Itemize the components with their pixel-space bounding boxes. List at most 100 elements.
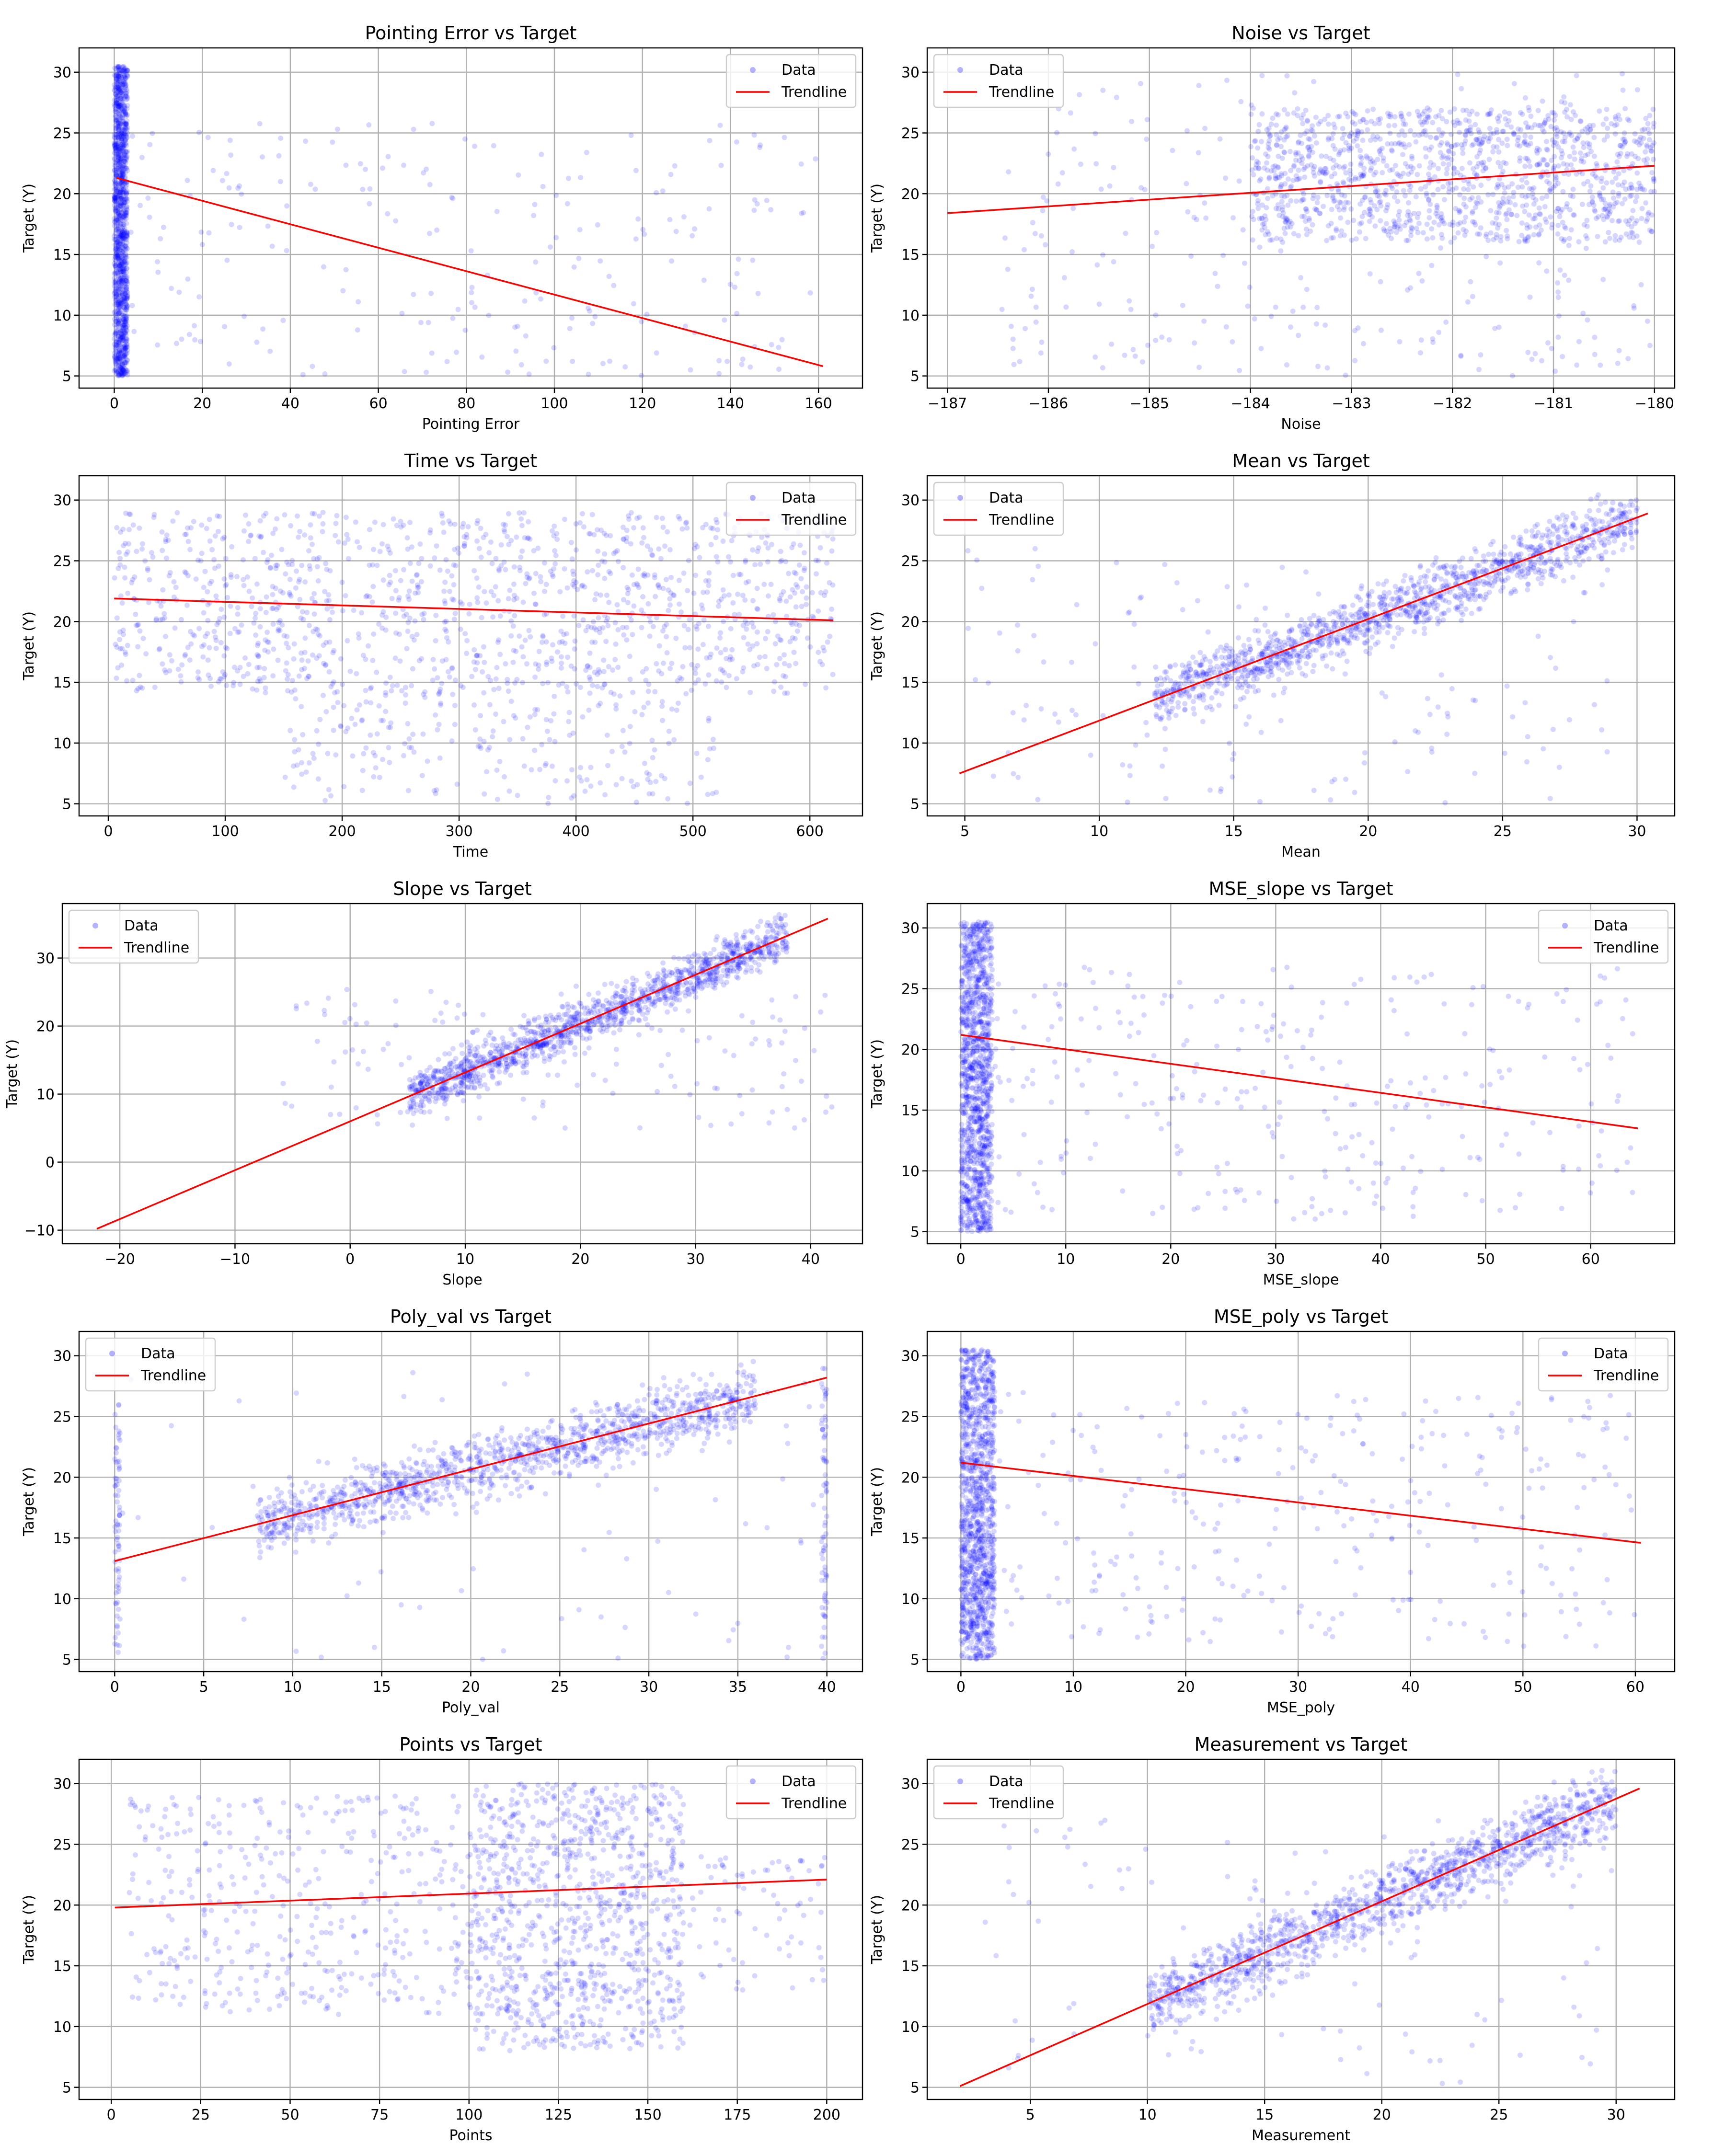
data-point xyxy=(115,274,121,279)
data-point xyxy=(120,287,126,293)
data-point xyxy=(359,788,365,793)
data-point xyxy=(1526,104,1531,110)
data-point xyxy=(693,573,698,578)
data-point xyxy=(724,358,730,364)
data-point xyxy=(255,678,261,684)
data-point xyxy=(1279,207,1285,213)
data-point xyxy=(777,596,782,602)
data-point xyxy=(257,624,263,630)
data-point xyxy=(633,799,639,805)
data-point xyxy=(1138,81,1143,86)
data-point xyxy=(162,667,168,673)
data-point xyxy=(497,613,503,619)
data-point xyxy=(125,372,130,378)
data-point xyxy=(611,691,617,697)
data-point xyxy=(1314,305,1320,310)
y-tick-label: 25 xyxy=(901,553,920,570)
data-point xyxy=(718,650,724,655)
data-point xyxy=(642,760,647,766)
data-point xyxy=(265,557,271,562)
data-point xyxy=(123,184,129,190)
data-point xyxy=(613,706,619,712)
data-point xyxy=(123,247,129,252)
data-point xyxy=(436,690,442,696)
data-point xyxy=(1555,223,1561,228)
data-point xyxy=(118,297,124,302)
data-point xyxy=(569,315,575,321)
data-point xyxy=(1536,260,1542,266)
data-point xyxy=(765,559,770,565)
data-point xyxy=(506,511,511,516)
data-point xyxy=(263,609,269,615)
y-axis-label: Target (Y) xyxy=(21,611,37,681)
data-point xyxy=(1282,171,1288,176)
data-point xyxy=(117,210,123,216)
data-point xyxy=(119,600,125,606)
data-point xyxy=(496,568,502,573)
data-point xyxy=(119,145,125,150)
data-point xyxy=(624,585,630,590)
data-point xyxy=(117,637,123,642)
data-point xyxy=(335,700,341,705)
data-point xyxy=(122,540,128,546)
data-point xyxy=(600,361,606,367)
data-point xyxy=(113,148,119,153)
data-point xyxy=(1330,193,1336,199)
data-point xyxy=(469,290,474,296)
data-point xyxy=(1468,279,1473,285)
data-point xyxy=(669,706,675,712)
data-point xyxy=(508,633,514,639)
data-point xyxy=(605,763,610,768)
data-point xyxy=(1230,215,1236,221)
data-point xyxy=(1397,339,1403,344)
data-point xyxy=(118,258,124,264)
data-point xyxy=(246,588,252,594)
data-point xyxy=(736,256,741,262)
data-point xyxy=(363,166,368,172)
data-point xyxy=(1132,353,1138,359)
data-point xyxy=(396,631,402,637)
data-point xyxy=(827,633,833,639)
data-point xyxy=(1647,137,1653,143)
data-point xyxy=(1504,217,1510,222)
data-point xyxy=(1353,236,1359,242)
data-point xyxy=(124,206,129,212)
data-point xyxy=(116,235,122,241)
data-point xyxy=(122,359,128,365)
data-point xyxy=(122,319,128,325)
data-point xyxy=(1249,167,1255,173)
x-tick-label: 600 xyxy=(796,823,824,840)
data-point xyxy=(322,798,328,803)
data-point xyxy=(1591,153,1597,159)
data-point xyxy=(1303,661,1309,666)
data-point xyxy=(120,323,126,329)
data-point xyxy=(1622,196,1628,202)
data-point xyxy=(1613,116,1619,122)
data-point xyxy=(297,596,303,602)
data-point xyxy=(1607,236,1612,241)
data-point xyxy=(595,222,600,228)
data-point xyxy=(507,737,513,743)
data-point xyxy=(175,666,181,672)
data-point xyxy=(123,109,128,115)
data-point xyxy=(632,709,638,714)
data-point xyxy=(1430,192,1436,197)
x-tick-label: −187 xyxy=(928,395,967,412)
data-point xyxy=(446,518,452,524)
data-point xyxy=(1538,227,1544,233)
data-point xyxy=(1348,206,1354,212)
data-point xyxy=(612,657,618,663)
data-point xyxy=(116,154,122,160)
data-point xyxy=(639,712,645,717)
data-point xyxy=(1406,111,1412,117)
x-tick-label: 0 xyxy=(110,395,119,412)
data-point xyxy=(115,117,121,123)
data-point xyxy=(528,634,533,640)
data-point xyxy=(553,552,559,558)
data-point xyxy=(802,565,807,571)
data-point xyxy=(113,206,118,211)
data-point xyxy=(1250,155,1255,161)
data-point xyxy=(117,173,123,179)
data-point xyxy=(117,165,123,171)
data-point xyxy=(123,367,129,373)
